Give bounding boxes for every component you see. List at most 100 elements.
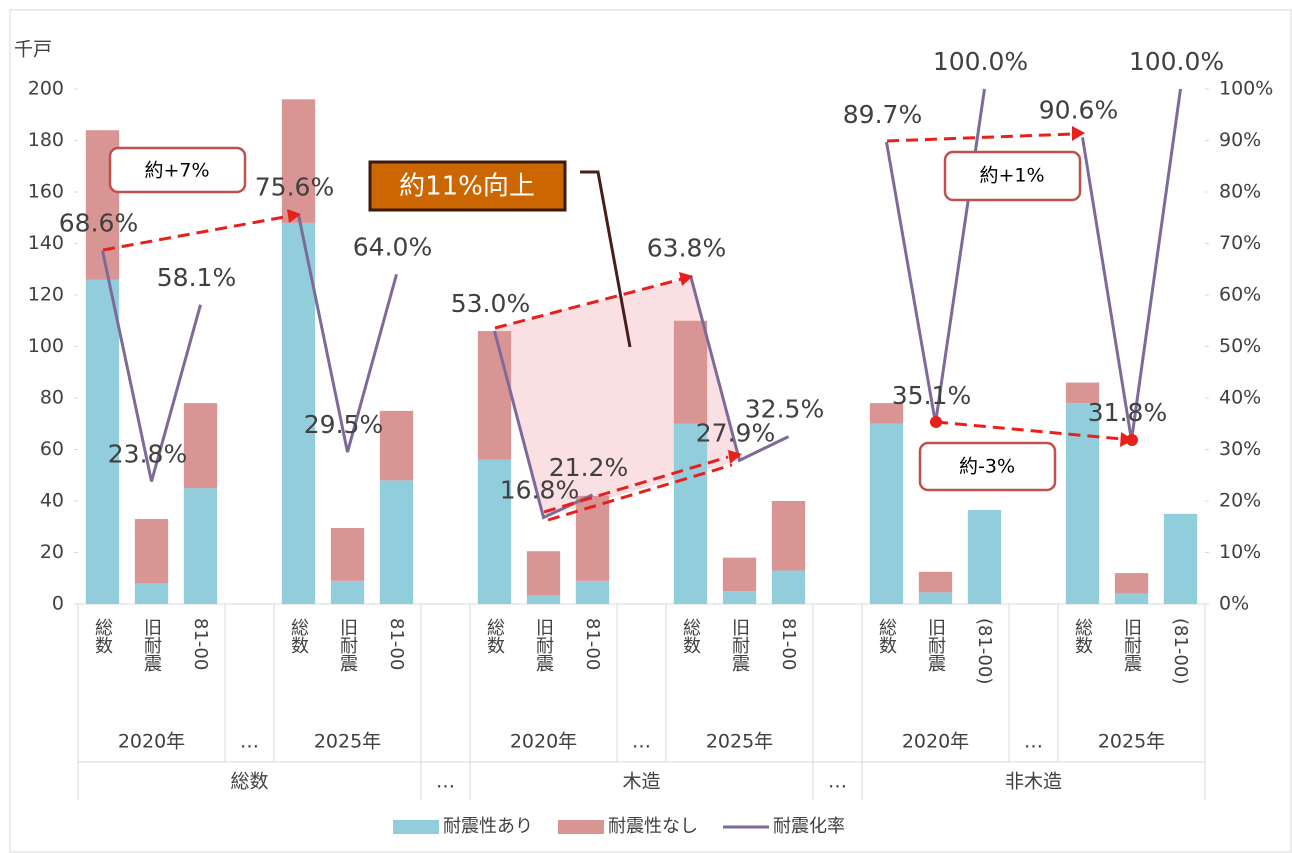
x-tick-label: 旧耐震 (729, 618, 750, 672)
annotation-box (943, 150, 1082, 202)
y2-tick-label: 10% (1219, 541, 1261, 563)
y-tick-label: 160 (28, 181, 64, 203)
callout-line (580, 170, 632, 348)
y2-tick-label: 0% (1219, 593, 1249, 615)
y2-tick-label: 100% (1219, 78, 1273, 100)
bar (379, 480, 414, 604)
subgroup-label: 2025年 (1098, 731, 1165, 753)
bar (673, 423, 708, 604)
y2-tick-label: 30% (1219, 438, 1261, 460)
subgroup-label: 2025年 (314, 731, 381, 753)
y2-tick-label: 50% (1219, 335, 1261, 357)
group-label: 木造 (622, 771, 660, 793)
bar (771, 570, 806, 604)
legend-label: 耐震化率 (773, 816, 845, 837)
x-tick-label: 旧耐震 (141, 618, 162, 672)
bar (869, 423, 904, 604)
bar (967, 510, 1002, 604)
y-tick-label: 100 (28, 335, 64, 357)
bar (134, 583, 169, 604)
data-label: 53.0% (451, 289, 530, 318)
bar (575, 495, 610, 581)
data-label: 90.6% (1039, 95, 1118, 124)
bar (722, 557, 757, 592)
bar (918, 571, 953, 593)
bar (1114, 593, 1149, 604)
x-tick-label: 旧耐震 (337, 618, 358, 672)
x-tick-label: 81-00 (778, 618, 799, 670)
bar (722, 591, 757, 604)
annotation: 約+1% (979, 165, 1044, 187)
x-tick-label: 総数 (92, 618, 113, 654)
bar (526, 551, 561, 595)
y2-tick-label: 60% (1219, 284, 1261, 306)
data-label: 21.2% (549, 453, 628, 482)
subgroup-label: … (1024, 731, 1043, 753)
y2-tick-label: 80% (1219, 181, 1261, 203)
x-tick-label: 総数 (288, 618, 309, 654)
bar (281, 99, 316, 223)
y-tick-label: 80 (40, 387, 64, 409)
x-tick-label: 総数 (876, 618, 897, 654)
x-tick-label: 旧耐震 (1121, 618, 1142, 672)
data-label: 100.0% (933, 47, 1028, 76)
annotation-box (368, 160, 567, 212)
data-label: 89.7% (843, 100, 922, 129)
y-tick-label: 120 (28, 284, 64, 306)
data-label: 100.0% (1129, 47, 1224, 76)
data-label: 63.8% (647, 233, 726, 262)
bar (1163, 513, 1198, 604)
y2-tick-label: 20% (1219, 490, 1261, 512)
x-tick-label: (81-00) (1170, 618, 1191, 684)
y-tick-label: 20 (40, 541, 64, 563)
bar (330, 528, 365, 581)
bar (1114, 573, 1149, 594)
line (101, 88, 1182, 520)
annotation: 約+7% (144, 160, 209, 182)
bar (330, 580, 365, 604)
annotation-box (918, 441, 1057, 492)
annotation: 約-3% (959, 456, 1015, 478)
bar (134, 519, 169, 584)
trend-arrows (102, 132, 1123, 522)
annotation-box (108, 146, 247, 194)
group-label: 非木造 (1005, 771, 1062, 793)
subgroup-label: 2020年 (118, 731, 185, 753)
data-label: 23.8% (108, 439, 187, 468)
y-tick-label: 200 (28, 78, 64, 100)
x-tick-label: 総数 (484, 618, 505, 654)
data-label: 68.6% (59, 209, 138, 238)
legend-swatch (558, 820, 604, 834)
x-tick-label: 総数 (1072, 618, 1093, 654)
data-label: 16.8% (500, 475, 579, 504)
subgroup-label: … (240, 731, 259, 753)
bar (281, 222, 316, 604)
y2-tick-label: 90% (1219, 129, 1261, 151)
bar (526, 594, 561, 604)
legend-swatch (393, 820, 439, 834)
bar (477, 331, 512, 460)
x-tick-label: 総数 (680, 618, 701, 654)
y-tick-label: 140 (28, 232, 64, 254)
y2-tick-label: 70% (1219, 232, 1261, 254)
x-tick-label: 81-00 (386, 618, 407, 670)
x-tick-label: (81-00) (974, 618, 995, 684)
y-tick-label: 180 (28, 129, 64, 151)
bar (477, 459, 512, 604)
bar (869, 403, 904, 424)
bar (85, 279, 120, 604)
bar (673, 320, 708, 424)
x-tick-label: 81-00 (190, 618, 211, 670)
subgroup-label: … (632, 731, 651, 753)
subgroup-label: 2020年 (510, 731, 577, 753)
data-label: 58.1% (157, 263, 236, 292)
data-label: 35.1% (892, 381, 971, 410)
x-tick-label: 旧耐震 (925, 618, 946, 672)
bar (918, 592, 953, 604)
bar (183, 403, 218, 489)
group-label: … (436, 771, 455, 793)
data-label: 31.8% (1088, 398, 1167, 427)
subgroup-label: 2020年 (902, 731, 969, 753)
legend-label: 耐震性あり (443, 816, 533, 837)
arrow-heads (287, 126, 1138, 464)
